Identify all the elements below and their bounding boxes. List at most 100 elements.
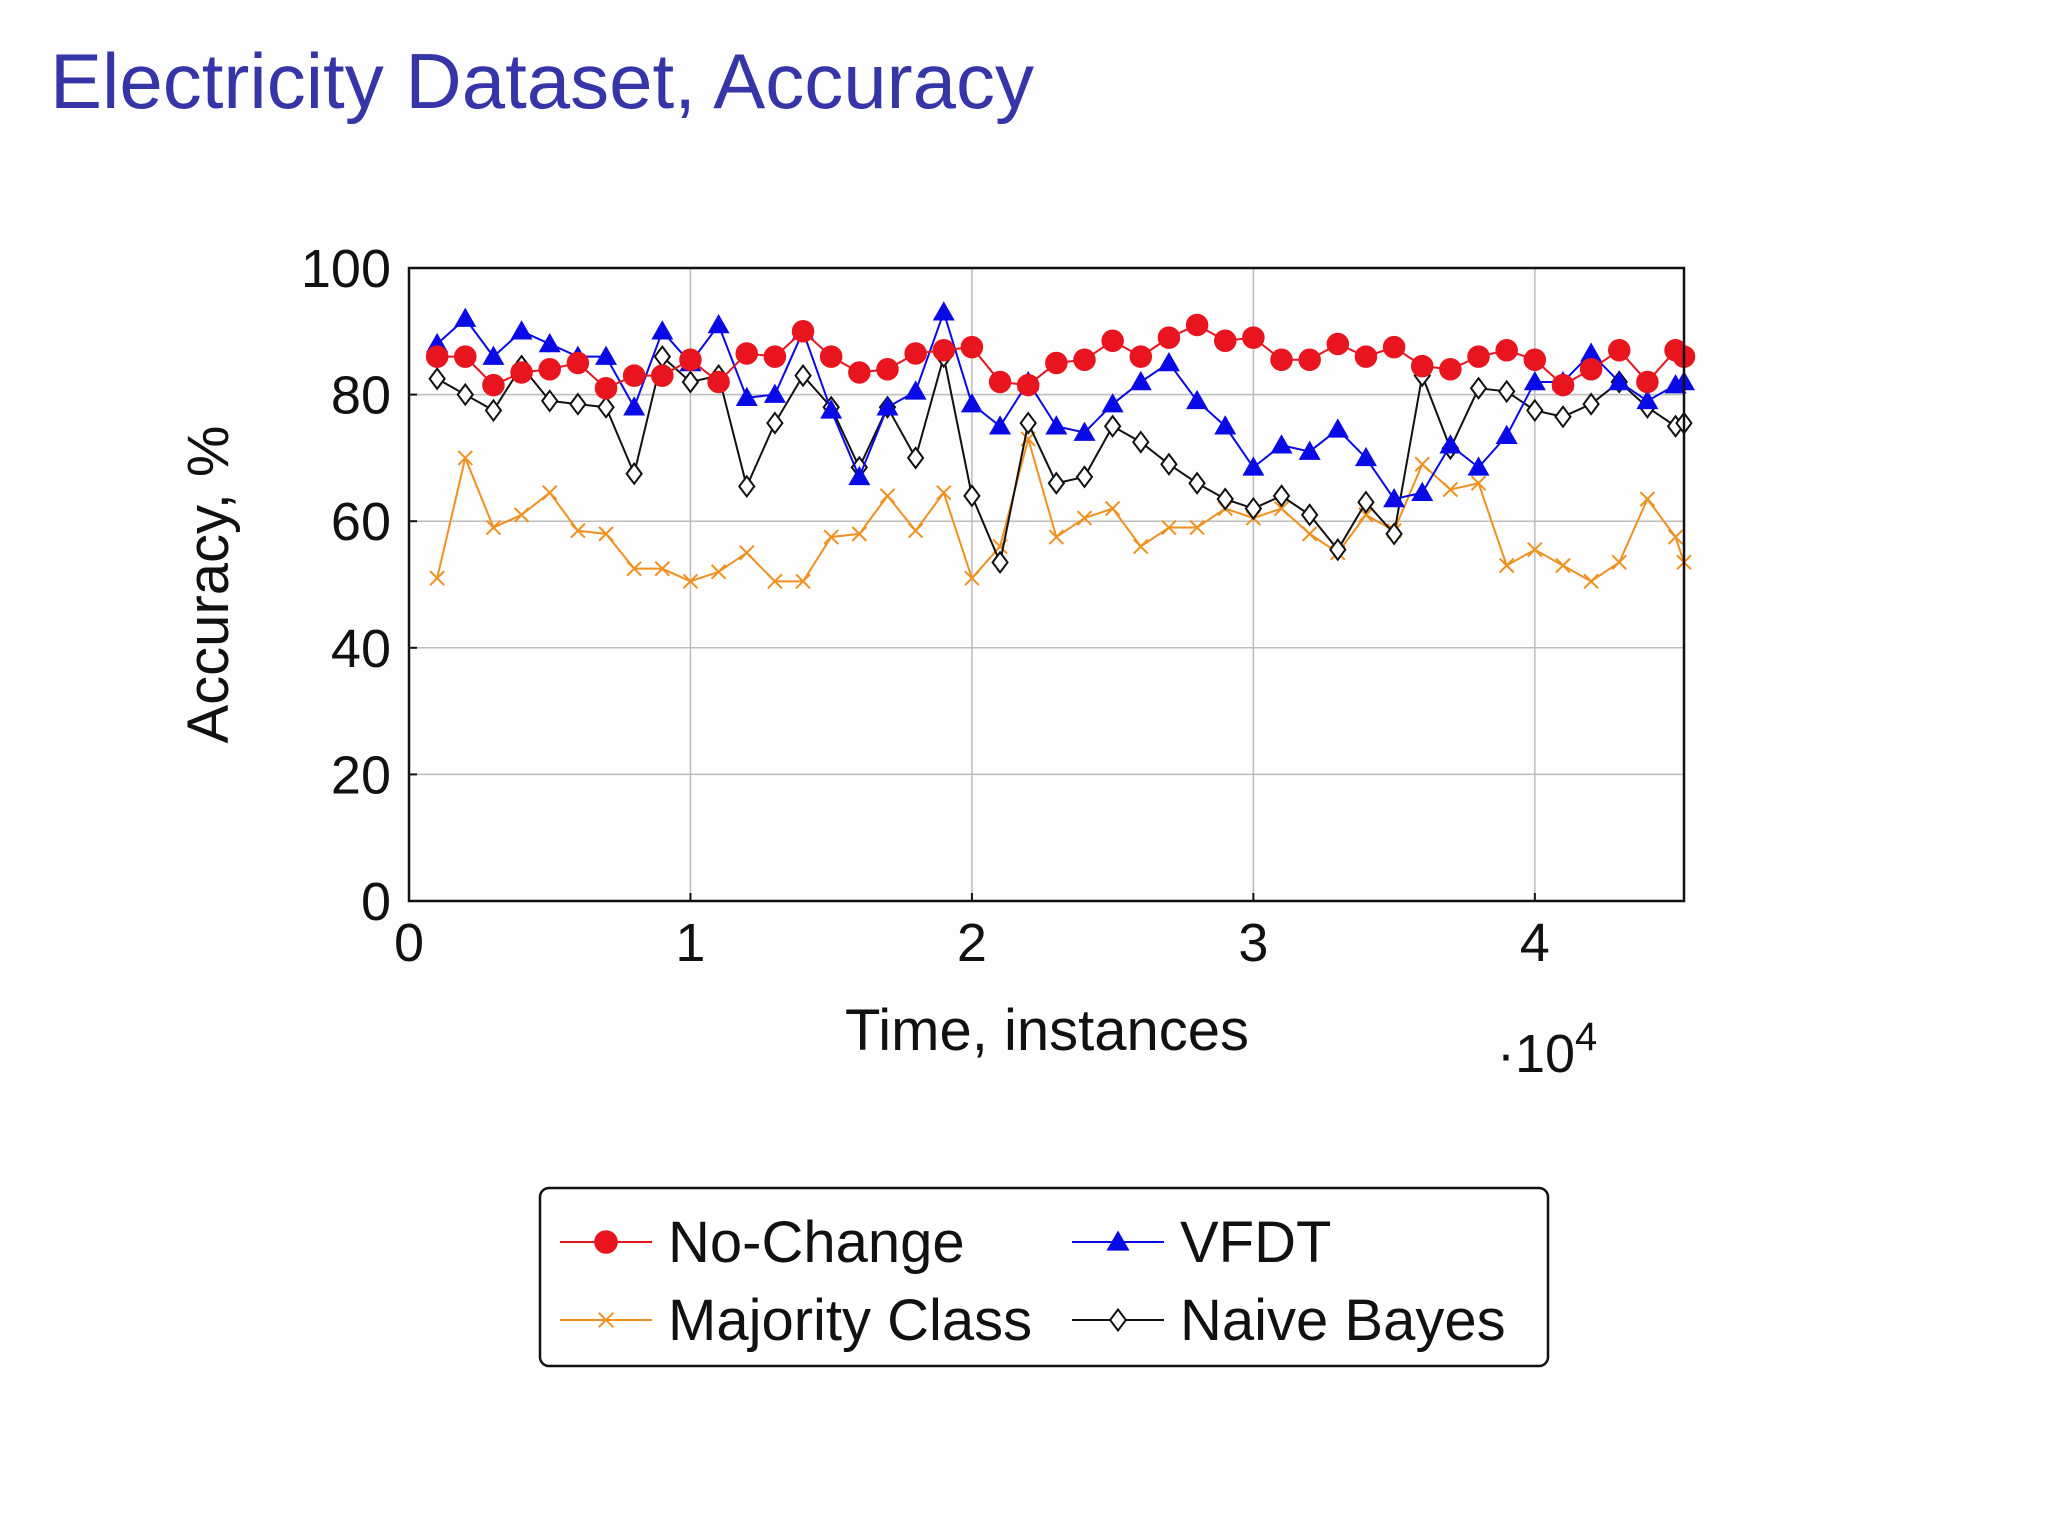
- triangle-marker: [876, 396, 899, 416]
- diamond-marker: [1216, 487, 1234, 511]
- circle-marker: [1523, 348, 1547, 372]
- triangle-marker: [1608, 370, 1631, 391]
- circle-marker: [932, 339, 956, 362]
- circle-marker: [1608, 339, 1631, 362]
- diamond-marker: [1047, 471, 1066, 495]
- diamond-marker: [1108, 1307, 1128, 1333]
- series-line: [436, 355, 1685, 564]
- cross-marker: [1527, 541, 1543, 558]
- cross-marker: [1442, 481, 1459, 498]
- diamond-marker: [1244, 496, 1263, 521]
- diamond-marker: [1526, 398, 1544, 423]
- cross-marker: [936, 485, 952, 501]
- series-majority: [429, 431, 1692, 590]
- y-tick-label: 60: [331, 492, 391, 552]
- triangle-marker: [735, 386, 758, 407]
- triangle-marker: [1129, 370, 1152, 391]
- circle-marker: [819, 345, 843, 368]
- circle-marker: [454, 345, 477, 368]
- circle-marker: [482, 373, 505, 397]
- triangle-marker: [1467, 456, 1490, 476]
- cross-marker: [429, 570, 445, 586]
- cross-marker: [570, 522, 586, 539]
- y-tick-label: 0: [361, 872, 391, 932]
- diamond-marker: [1132, 430, 1150, 454]
- cross-marker: [1498, 557, 1515, 574]
- x-tick-label: 3: [1238, 913, 1268, 973]
- cross-marker: [682, 573, 699, 590]
- cross-marker: [1189, 519, 1205, 536]
- circle-marker: [1016, 373, 1040, 397]
- circle-marker: [1495, 339, 1518, 362]
- cross-marker: [485, 519, 502, 536]
- triangle-marker: [1270, 434, 1293, 454]
- circle-marker: [707, 370, 730, 394]
- cross-marker: [879, 488, 896, 504]
- circle-marker: [904, 342, 927, 365]
- diamond-marker: [1497, 379, 1516, 404]
- plot-frame: [407, 266, 1686, 903]
- circle-marker: [1636, 370, 1659, 394]
- series-line: [436, 311, 1685, 501]
- circle-marker: [651, 364, 674, 387]
- circle-marker: [1439, 358, 1462, 381]
- triangle-marker: [989, 415, 1012, 435]
- cross-marker: [1104, 500, 1121, 517]
- circle-marker: [1298, 348, 1321, 372]
- cross-marker: [1414, 456, 1430, 472]
- diamond-marker: [1160, 452, 1178, 476]
- triangle-marker: [904, 380, 927, 400]
- triangle-marker: [932, 301, 955, 321]
- diamond-marker: [625, 462, 643, 486]
- circle-marker: [763, 345, 787, 368]
- circle-marker: [1242, 326, 1265, 349]
- triangle-marker: [1045, 415, 1068, 435]
- diamond-marker: [1469, 376, 1488, 400]
- legend-label: VFDT: [1180, 1210, 1331, 1275]
- triangle-marker: [595, 345, 618, 365]
- triangle-marker: [1354, 446, 1377, 467]
- legend-entry-vfdt: VFDT: [1072, 1210, 1331, 1275]
- y-tick-label: 80: [331, 366, 391, 426]
- series-naive_bayes: [428, 344, 1693, 575]
- diamond-marker: [737, 474, 756, 499]
- triangle-marker: [1298, 440, 1321, 460]
- legend-label: Naive Bayes: [1180, 1288, 1506, 1353]
- diamond-marker: [766, 411, 784, 435]
- circle-marker: [1382, 335, 1406, 359]
- triangle-marker: [1580, 342, 1603, 362]
- y-axis-title: Accuracy, %: [176, 425, 241, 743]
- triangle-marker: [482, 345, 505, 365]
- triangle-marker: [960, 393, 983, 413]
- legend-entry-no_change: No-Change: [560, 1210, 965, 1275]
- cross-marker: [907, 522, 924, 539]
- triangle-marker: [1106, 1230, 1130, 1251]
- diamond-marker: [991, 550, 1009, 575]
- cross-marker: [1555, 557, 1571, 574]
- cross-marker: [457, 450, 473, 466]
- circle-marker: [1157, 326, 1181, 349]
- cross-marker: [1639, 491, 1656, 507]
- diamond-marker: [1019, 411, 1037, 435]
- triangle-marker: [1242, 456, 1265, 476]
- circle-marker: [735, 342, 758, 365]
- diamond-marker: [1272, 484, 1291, 508]
- circle-marker: [1045, 351, 1068, 375]
- triangle-marker: [1214, 415, 1237, 435]
- triangle-marker: [1101, 393, 1124, 413]
- triangle-marker: [763, 383, 786, 403]
- slide-title: Electricity Dataset, Accuracy: [50, 37, 1034, 125]
- circle-marker: [1213, 329, 1237, 353]
- diamond-marker: [1357, 490, 1375, 514]
- cross-marker: [964, 570, 980, 586]
- triangle-marker: [1411, 481, 1434, 501]
- cross-marker: [1611, 554, 1627, 571]
- cross-marker: [626, 560, 642, 577]
- cross-marker: [654, 560, 671, 577]
- cross-marker: [795, 573, 811, 590]
- circle-marker: [791, 320, 815, 343]
- series-line: [436, 437, 1685, 583]
- circle-marker: [1270, 348, 1293, 372]
- diamond-marker: [794, 363, 812, 388]
